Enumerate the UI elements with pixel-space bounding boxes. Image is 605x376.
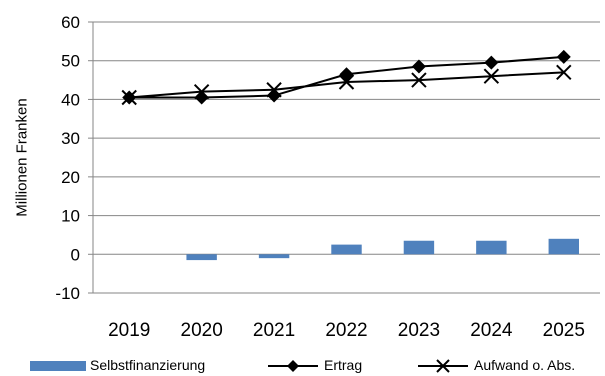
- bar-series-selbstfinanzierung: [186, 238, 579, 261]
- legend-marker-diamond: [287, 360, 299, 372]
- bar: [258, 254, 290, 259]
- y-tick-label: 0: [71, 245, 80, 264]
- legend-marker-x: [436, 359, 450, 373]
- y-axis-ticks: -10 0 10 20 30 40 50 60: [55, 13, 80, 303]
- bar: [403, 240, 435, 255]
- bar: [186, 254, 217, 261]
- data-point-diamond: [411, 59, 426, 74]
- x-tick-label: 2025: [543, 320, 585, 341]
- data-point-x: [411, 72, 427, 88]
- data-point-x: [121, 89, 137, 106]
- legend-label: Ertrag: [324, 357, 362, 373]
- data-point-diamond: [556, 49, 571, 64]
- data-point-diamond: [484, 55, 499, 70]
- y-tick-label: 60: [61, 13, 80, 32]
- line-series: [121, 49, 572, 106]
- y-tick-label: 40: [61, 90, 80, 109]
- data-point-x: [266, 82, 282, 98]
- bar: [476, 240, 507, 255]
- bar: [548, 238, 579, 255]
- y-tick-label: 20: [61, 168, 80, 187]
- x-tick-label: 2024: [470, 320, 513, 341]
- legend-swatch-bar: [30, 361, 86, 371]
- x-tick-label: 2020: [181, 320, 223, 341]
- x-tick-label: 2023: [398, 320, 440, 341]
- bar: [331, 244, 362, 255]
- y-tick-label: -10: [55, 284, 80, 303]
- data-point-x: [556, 64, 572, 81]
- legend-label: Aufwand o. Abs.: [474, 357, 575, 373]
- x-tick-label: 2021: [253, 320, 295, 341]
- legend-label: Selbstfinanzierung: [90, 357, 205, 373]
- data-point-x: [193, 83, 210, 100]
- x-tick-label: 2019: [108, 320, 150, 341]
- x-axis-ticks: 2019 2020 2021 2022 2023 2024 2025: [108, 320, 585, 341]
- y-tick-label: 50: [61, 52, 80, 71]
- x-tick-label: 2022: [325, 320, 367, 341]
- y-tick-label: 10: [61, 207, 80, 226]
- y-axis-title: Millionen Franken: [14, 98, 31, 216]
- legend: Selbstfinanzierung Ertrag Aufwand o. Abs.: [30, 357, 575, 373]
- data-point-x: [483, 68, 500, 84]
- y-tick-label: 30: [61, 129, 80, 148]
- data-point-diamond: [339, 67, 354, 82]
- data-point-x: [338, 74, 355, 90]
